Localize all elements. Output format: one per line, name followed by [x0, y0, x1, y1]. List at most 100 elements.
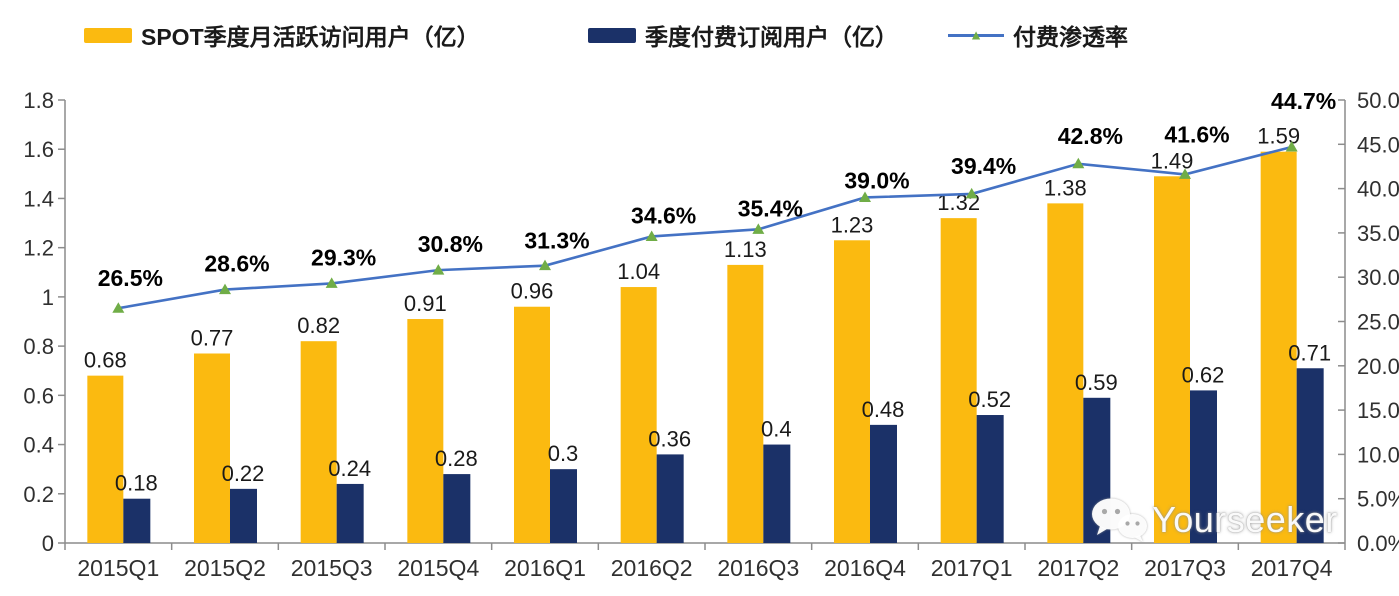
penetration-percent-label: 42.8% — [1058, 123, 1123, 149]
penetration-percent-label: 44.7% — [1271, 88, 1336, 114]
x-axis-category-label: 2016Q4 — [824, 555, 906, 581]
x-axis-category-label: 2015Q4 — [397, 555, 479, 581]
bar-mau — [834, 240, 870, 544]
bar-mau — [514, 306, 550, 543]
right-axis-tick-label: 15.0% — [1357, 398, 1399, 423]
left-axis-tick-label: 0.8 — [23, 334, 54, 359]
penetration-percent-label: 41.6% — [1164, 121, 1229, 147]
x-axis-category-label: 2015Q2 — [184, 555, 266, 581]
penetration-percent-label: 31.3% — [524, 228, 589, 254]
bar-subscribers — [870, 424, 897, 543]
bar-subscribers — [1296, 368, 1324, 543]
bar-subscribers-value-label: 0.48 — [862, 397, 905, 422]
right-axis-tick-label: 30.0% — [1357, 265, 1399, 290]
x-axis-category-label: 2015Q3 — [291, 555, 373, 581]
penetration-marker — [219, 283, 231, 295]
penetration-line — [118, 145, 1292, 310]
triangle-marker-icon: ▲ — [969, 26, 983, 43]
bar-subscribers — [976, 415, 1004, 543]
right-axis-tick-label: 25.0% — [1357, 310, 1399, 335]
bar-mau-value-label: 0.96 — [511, 279, 554, 304]
bar-mau — [940, 218, 977, 543]
bar-subscribers — [123, 498, 151, 543]
bar-subscribers-value-label: 0.62 — [1182, 362, 1225, 387]
bar-mau — [87, 375, 124, 543]
legend-label-subscribers: 季度付费订阅用户（亿） — [645, 24, 898, 50]
bar-subscribers — [336, 483, 364, 543]
right-axis-tick-label: 45.0% — [1357, 132, 1399, 157]
penetration-marker — [432, 264, 445, 275]
bar-subscribers-value-label: 0.24 — [328, 456, 371, 481]
penetration-percent-label: 34.6% — [631, 202, 696, 228]
bar-subscribers — [550, 469, 577, 543]
bar-subscribers-value-label: 0.71 — [1288, 340, 1331, 365]
bar-subscribers — [443, 474, 471, 543]
bar-subscribers-value-label: 0.18 — [115, 471, 158, 496]
penetration-percent-label: 35.4% — [738, 195, 803, 221]
bar-subscribers — [763, 444, 791, 543]
bar-subscribers-value-label: 0.52 — [968, 387, 1011, 412]
x-axis-category-label: 2017Q3 — [1144, 555, 1226, 581]
bar-mau-value-label: 1.13 — [724, 237, 767, 262]
x-axis-category-label: 2016Q3 — [717, 555, 799, 581]
left-axis-tick-label: 1.4 — [23, 186, 54, 211]
penetration-percent-label: 26.5% — [98, 265, 163, 291]
left-axis-tick-label: 1.6 — [23, 137, 54, 162]
right-axis-tick-label: 0.0% — [1357, 531, 1399, 556]
bar-mau-value-label: 0.77 — [191, 325, 234, 350]
bar-mau — [620, 287, 657, 543]
right-axis-tick-label: 50.0% — [1357, 88, 1399, 113]
bar-mau-value-label: 0.82 — [297, 313, 340, 338]
left-axis-tick-label: 1 — [42, 285, 54, 310]
legend-swatch-penetration-line: ▲ — [948, 27, 1004, 41]
penetration-percent-label: 28.6% — [204, 251, 269, 277]
bar-subscribers-value-label: 0.36 — [648, 426, 691, 451]
legend-item-penetration: ▲ 付费渗透率 — [948, 18, 1128, 52]
penetration-marker — [752, 223, 765, 234]
penetration-marker — [112, 302, 125, 313]
bar-mau-value-label: 1.23 — [831, 212, 874, 237]
penetration-marker — [859, 191, 871, 202]
bar-subscribers-value-label: 0.4 — [761, 417, 792, 442]
bar-mau — [194, 353, 230, 543]
bar-mau — [1047, 203, 1084, 543]
bar-subscribers-value-label: 0.59 — [1075, 370, 1118, 395]
bar-subscribers-value-label: 0.28 — [435, 446, 478, 471]
penetration-marker — [645, 230, 658, 241]
left-axis-tick-label: 0.6 — [23, 383, 54, 408]
x-axis-category-label: 2017Q2 — [1037, 555, 1119, 581]
bar-mau — [1260, 151, 1297, 543]
right-axis-tick-label: 40.0% — [1357, 177, 1399, 202]
penetration-percent-label: 39.4% — [951, 153, 1016, 179]
penetration-marker — [1072, 157, 1085, 169]
bar-mau — [300, 341, 337, 543]
left-axis-tick-label: 1.8 — [23, 88, 54, 113]
legend-label-penetration: 付费渗透率 — [1013, 24, 1128, 50]
legend-label-mau: SPOT季度月活跃访问用户（亿） — [141, 24, 480, 50]
bar-mau-value-label: 1.04 — [617, 259, 660, 284]
legend-item-mau: SPOT季度月活跃访问用户（亿） — [84, 18, 480, 52]
bars-mau-group — [87, 151, 1297, 544]
penetration-marker — [325, 277, 338, 288]
penetration-marker — [539, 259, 551, 271]
bar-mau-value-label: 0.68 — [84, 348, 127, 373]
left-axis-tick-label: 0 — [42, 531, 54, 556]
bar-subscribers — [1083, 397, 1111, 543]
right-axis-tick-label: 5.0% — [1357, 487, 1399, 512]
penetration-marker — [1179, 168, 1191, 179]
penetration-percent-label: 29.3% — [311, 244, 376, 270]
bar-mau-value-label: 1.38 — [1044, 175, 1087, 200]
x-axis-category-label: 2015Q1 — [77, 555, 159, 581]
bar-subscribers-value-label: 0.3 — [548, 441, 579, 466]
x-axis-category-label: 2016Q2 — [611, 555, 693, 581]
penetration-marker — [1285, 140, 1298, 152]
bar-subscribers — [656, 454, 684, 543]
left-axis-tick-label: 0.4 — [23, 433, 54, 458]
bar-subscribers-value-label: 0.22 — [222, 461, 265, 486]
penetration-percent-label: 30.8% — [418, 231, 483, 257]
axes-group — [58, 99, 1346, 550]
bar-subscribers — [1190, 390, 1217, 543]
bar-subscribers — [230, 488, 257, 543]
